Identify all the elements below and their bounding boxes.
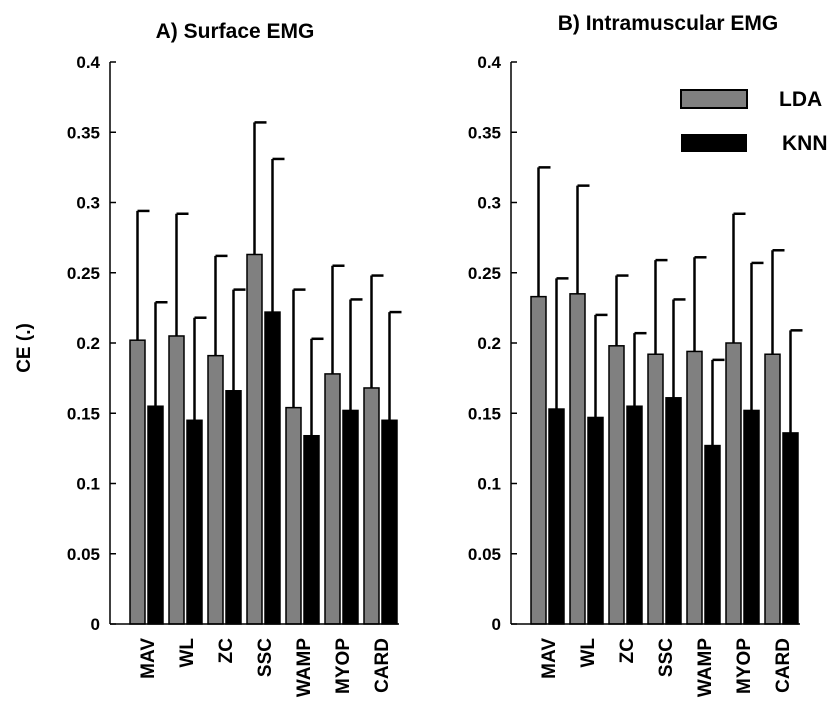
category-label: WAMP: [695, 638, 716, 697]
bar-lda: [207, 354, 224, 625]
y-tick-label: 0.25: [67, 264, 100, 283]
y-tick-label: 0.15: [468, 404, 501, 423]
category-label: WL: [578, 638, 599, 668]
bar-lda: [363, 387, 380, 625]
y-tick-label: 0.1: [477, 475, 501, 494]
legend-label-knn: KNN: [782, 132, 828, 155]
bar-lda: [168, 335, 185, 625]
bar-knn: [548, 408, 565, 625]
chart-title: A) Surface EMG: [156, 20, 315, 43]
bar-knn: [704, 444, 721, 625]
bar-knn: [186, 419, 203, 625]
bar-knn: [225, 390, 242, 625]
bar-knn: [587, 416, 604, 625]
category-label: MYOP: [333, 638, 354, 694]
panel-surface-emg: A) Surface EMG MAV WL ZC SSC WAMP MYOP CARD 0 0.…: [67, 20, 402, 697]
bar-group: [129, 121, 402, 625]
bar-lda: [246, 253, 263, 625]
legend-label-lda: LDA: [779, 88, 822, 111]
y-tick-label: 0.4: [477, 53, 501, 72]
bar-knn: [665, 397, 682, 625]
bar-lda: [764, 353, 781, 625]
y-axis-label: CE (.): [14, 323, 35, 373]
y-tick-label: 0.25: [468, 264, 501, 283]
bar-knn: [626, 405, 643, 625]
bar-lda: [324, 373, 341, 625]
category-label: MYOP: [734, 638, 755, 694]
category-label: WAMP: [294, 638, 315, 697]
axes: MAV WL ZC SSC WAMP MYOP CARD 0 0.05 0.1 0.15 0.2 0.2…: [67, 53, 399, 697]
category-label: WL: [177, 638, 198, 668]
bar-lda: [725, 342, 742, 625]
bar-knn: [381, 419, 398, 625]
y-tick-label: 0.35: [67, 123, 100, 142]
category-label: ZC: [617, 638, 638, 664]
y-tick-label: 0.2: [477, 334, 501, 353]
bar-knn: [342, 409, 359, 625]
legend-swatch-lda: [680, 89, 748, 109]
bar-knn: [303, 434, 320, 625]
bar-lda: [647, 353, 664, 625]
bar-lda: [569, 293, 586, 625]
legend: LDA KNN: [680, 88, 828, 155]
bar-lda: [686, 350, 703, 625]
bar-lda: [129, 339, 146, 625]
category-label: SSC: [255, 638, 276, 677]
legend-swatch-knn: [681, 134, 747, 152]
y-tick-label: 0: [91, 615, 100, 634]
y-tick-label: 0.3: [76, 194, 100, 213]
y-tick-label: 0.3: [477, 194, 501, 213]
category-label: MAV: [138, 638, 159, 679]
bar-group: [530, 166, 803, 625]
chart-title: B) Intramuscular EMG: [558, 12, 779, 35]
bar-lda: [285, 406, 302, 625]
y-tick-label: 0: [492, 615, 501, 634]
bar-lda: [530, 295, 547, 625]
axes: MAV WL ZC SSC WAMP MYOP CARD 0 0.05 0.1 0.15 0.2 0.2…: [468, 53, 800, 697]
bar-knn: [147, 405, 164, 625]
y-tick-label: 0.35: [468, 123, 501, 142]
category-label: MAV: [539, 638, 560, 679]
y-tick-label: 0.2: [76, 334, 100, 353]
panel-intramuscular-emg: B) Intramuscular EMG MAV WL ZC SSC WAMP MYOP C…: [468, 12, 803, 697]
bar-lda: [608, 345, 625, 625]
y-tick-label: 0.15: [67, 404, 100, 423]
y-tick-label: 0.1: [76, 475, 100, 494]
y-tick-label: 0.05: [468, 545, 501, 564]
category-label: SSC: [656, 638, 677, 677]
bar-knn: [782, 432, 799, 625]
category-label: CARD: [372, 638, 393, 693]
category-label: ZC: [216, 638, 237, 664]
y-tick-label: 0.05: [67, 545, 100, 564]
y-tick-label: 0.4: [76, 53, 100, 72]
category-label: CARD: [773, 638, 794, 693]
bar-knn: [264, 311, 281, 625]
bar-knn: [743, 409, 760, 625]
